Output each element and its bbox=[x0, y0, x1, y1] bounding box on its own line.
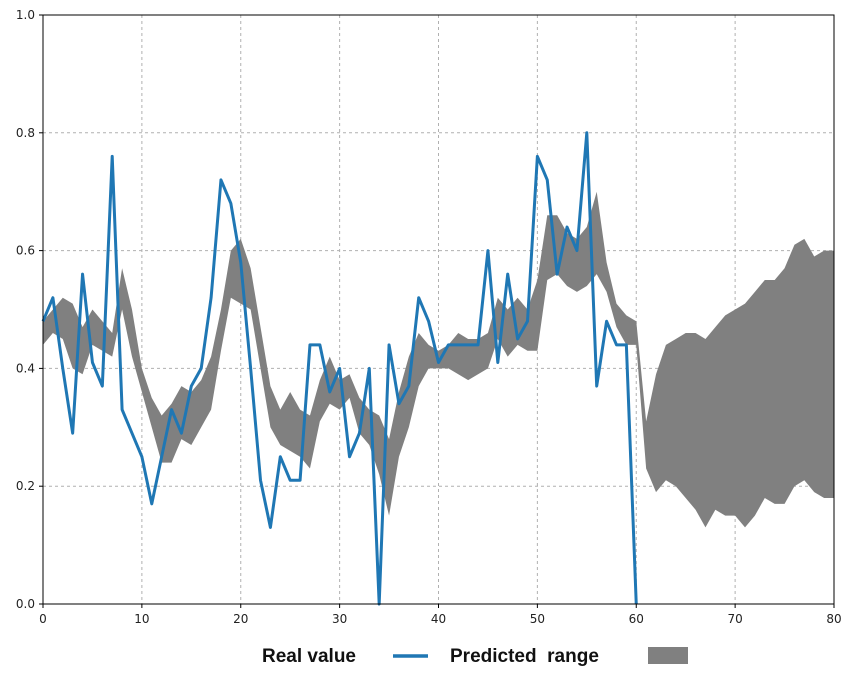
x-tick-label-1: 10 bbox=[134, 612, 149, 626]
real-value-line bbox=[41, 131, 638, 606]
x-tick-label-5: 50 bbox=[530, 612, 545, 626]
x-tick-label-8: 80 bbox=[826, 612, 841, 626]
y-tick-label-2: 0.4 bbox=[16, 361, 35, 375]
legend-label-predicted-range: Predicted range bbox=[450, 646, 599, 667]
x-tick-label-7: 70 bbox=[727, 612, 742, 626]
y-tick-label-0: 0.0 bbox=[16, 597, 35, 611]
x-tick-label-2: 20 bbox=[233, 612, 248, 626]
x-tick-label-0: 0 bbox=[39, 612, 47, 626]
y-tick-label-5: 1.0 bbox=[16, 8, 35, 22]
legend-label-real-value: Real value bbox=[262, 646, 356, 667]
y-tick-label-3: 0.6 bbox=[16, 244, 35, 258]
y-tick-label-4: 0.8 bbox=[16, 126, 35, 140]
x-tick-label-6: 60 bbox=[629, 612, 644, 626]
x-tick-label-3: 30 bbox=[332, 612, 347, 626]
legend-swatch-predicted-range bbox=[648, 647, 688, 664]
legend: Real value Predicted range bbox=[262, 646, 688, 667]
x-axis: 0 10 20 30 40 50 60 70 80 bbox=[39, 604, 842, 626]
real-value-line-group bbox=[41, 131, 638, 606]
y-tick-label-1: 0.2 bbox=[16, 479, 35, 493]
x-tick-label-4: 40 bbox=[431, 612, 446, 626]
y-axis: 0.0 0.2 0.4 0.6 0.8 1.0 bbox=[16, 8, 43, 611]
